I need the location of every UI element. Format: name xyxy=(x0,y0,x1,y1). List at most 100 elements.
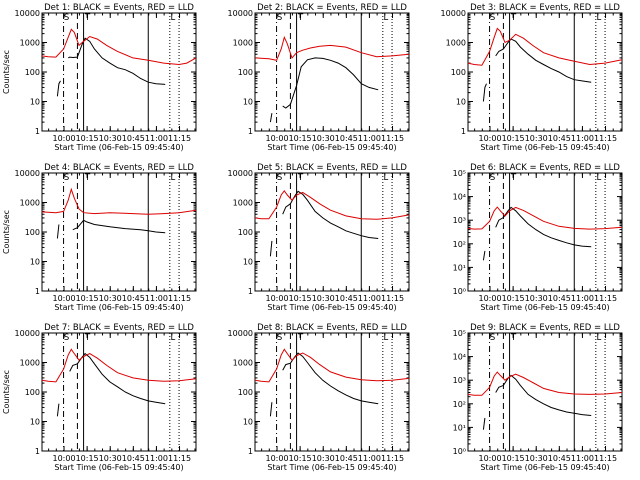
y-tick-label: 10³ xyxy=(453,216,466,225)
y-tick-label: 100 xyxy=(451,68,466,77)
x-tick-label: 11:00 xyxy=(358,134,381,143)
x-tick-label: 11:15 xyxy=(381,454,404,463)
chart-title: Det 4: BLACK = Events, RED = LLD xyxy=(44,163,194,173)
events-series-line xyxy=(482,250,486,261)
x-axis-label: Start Time (06-Feb-15 09:45:40) xyxy=(54,463,183,472)
x-tick-label: 10:30 xyxy=(525,294,548,303)
plot-frame xyxy=(41,172,197,292)
events-series-line xyxy=(56,80,61,97)
x-tick-label: 10:30 xyxy=(312,294,335,303)
y-tick-label: 10⁰ xyxy=(453,287,466,296)
y-tick-label: 1000 xyxy=(446,39,466,48)
x-tick-label: 11:15 xyxy=(594,294,617,303)
y-tick-label: 10000 xyxy=(228,169,253,178)
x-tick-label: 10:15 xyxy=(76,134,99,143)
event-label: S xyxy=(277,13,282,23)
x-tick-label: 10:00 xyxy=(478,294,501,303)
lld-series-line xyxy=(467,371,623,396)
x-tick-label: 10:30 xyxy=(525,454,548,463)
y-tick-label: 1 xyxy=(461,127,466,136)
events-series-line xyxy=(67,37,166,85)
chart-panel-2: Det 2: BLACK = Events, RED = LLD 1 10 100 10… xyxy=(228,3,410,152)
plot-frame xyxy=(41,12,197,132)
x-tick-label: 10:00 xyxy=(265,134,288,143)
x-tick-label: 11:00 xyxy=(358,454,381,463)
plot-frame xyxy=(467,332,623,452)
events-series-line xyxy=(72,219,166,234)
x-tick-label: 10:15 xyxy=(76,454,99,463)
y-tick-label: 10000 xyxy=(15,329,40,338)
x-tick-label: 11:00 xyxy=(571,134,594,143)
x-tick-label: 10:00 xyxy=(265,454,288,463)
y-tick-label: 1000 xyxy=(20,199,40,208)
x-tick-label: 11:00 xyxy=(358,294,381,303)
x-tick-label: 10:15 xyxy=(502,294,525,303)
x-axis-label: Start Time (06-Feb-15 09:45:40) xyxy=(54,143,183,152)
y-tick-label: 1 xyxy=(248,127,253,136)
event-label: L xyxy=(383,333,388,343)
chart-title: Det 5: BLACK = Events, RED = LLD xyxy=(257,163,407,173)
x-tick-label: 10:45 xyxy=(335,134,358,143)
x-tick-label: 11:15 xyxy=(381,134,404,143)
y-tick-label: 100 xyxy=(25,68,40,77)
chart-panel-5: Det 5: BLACK = Events, RED = LLD 1 10 100 10… xyxy=(228,163,410,312)
events-series-line xyxy=(269,240,273,257)
chart-panel-6: Det 6: BLACK = Events, RED = LLD 10⁰ 10¹ 10… xyxy=(453,163,623,312)
x-axis-label: Start Time (06-Feb-15 09:45:40) xyxy=(480,143,609,152)
x-tick-label: 10:45 xyxy=(548,134,571,143)
x-tick-label: 10:45 xyxy=(548,454,571,463)
event-label: T xyxy=(297,13,304,23)
chart-title: Det 8: BLACK = Events, RED = LLD xyxy=(257,323,407,333)
x-tick-label: 11:00 xyxy=(571,454,594,463)
event-label: L xyxy=(170,333,175,343)
x-tick-label: 10:00 xyxy=(52,454,75,463)
y-tick-label: 10000 xyxy=(15,169,40,178)
x-tick-label: 11:00 xyxy=(571,294,594,303)
event-label: L xyxy=(383,173,388,183)
x-tick-label: 10:30 xyxy=(312,454,335,463)
y-axis-label: Counts/sec xyxy=(2,50,11,94)
chart-title: Det 3: BLACK = Events, RED = LLD xyxy=(470,3,620,13)
y-tick-label: 10¹ xyxy=(453,263,466,272)
x-axis-label: Start Time (06-Feb-15 09:45:40) xyxy=(480,463,609,472)
events-series-line xyxy=(56,224,60,239)
x-tick-label: 10:30 xyxy=(525,134,548,143)
event-label: T xyxy=(84,173,91,183)
x-tick-label: 10:15 xyxy=(502,454,525,463)
x-axis-label: Start Time (06-Feb-15 09:45:40) xyxy=(267,303,396,312)
chart-title: Det 6: BLACK = Events, RED = LLD xyxy=(470,163,620,173)
y-tick-label: 1000 xyxy=(233,39,253,48)
y-tick-label: 10² xyxy=(453,240,466,249)
x-axis-label: Start Time (06-Feb-15 09:45:40) xyxy=(480,303,609,312)
x-tick-label: 10:00 xyxy=(52,134,75,143)
y-tick-label: 100 xyxy=(25,228,40,237)
event-label: L xyxy=(596,333,601,343)
event-label: L xyxy=(170,13,175,23)
event-label: T xyxy=(84,13,91,23)
y-tick-label: 1000 xyxy=(233,359,253,368)
events-series-line xyxy=(482,83,487,102)
events-series-line xyxy=(56,403,60,417)
chart-title: Det 2: BLACK = Events, RED = LLD xyxy=(257,3,407,13)
y-tick-label: 1 xyxy=(248,447,253,456)
event-label: S xyxy=(64,173,69,183)
y-tick-label: 10 xyxy=(30,258,40,267)
x-axis-label: Start Time (06-Feb-15 09:45:40) xyxy=(267,463,396,472)
x-tick-label: 10:00 xyxy=(52,294,75,303)
chart-title: Det 1: BLACK = Events, RED = LLD xyxy=(44,3,194,13)
y-tick-label: 1 xyxy=(35,127,40,136)
event-label: L xyxy=(383,13,388,23)
x-tick-label: 10:45 xyxy=(122,294,145,303)
x-tick-label: 10:15 xyxy=(289,134,312,143)
event-label: S xyxy=(490,173,495,183)
y-tick-label: 100 xyxy=(238,388,253,397)
event-label: S xyxy=(64,13,69,23)
x-tick-label: 10:45 xyxy=(122,134,145,143)
lld-series-line xyxy=(41,28,197,66)
x-tick-label: 11:00 xyxy=(145,134,168,143)
x-tick-label: 10:30 xyxy=(99,294,122,303)
x-axis-label: Start Time (06-Feb-15 09:45:40) xyxy=(54,303,183,312)
x-tick-label: 11:15 xyxy=(168,454,191,463)
event-label: T xyxy=(84,333,91,343)
